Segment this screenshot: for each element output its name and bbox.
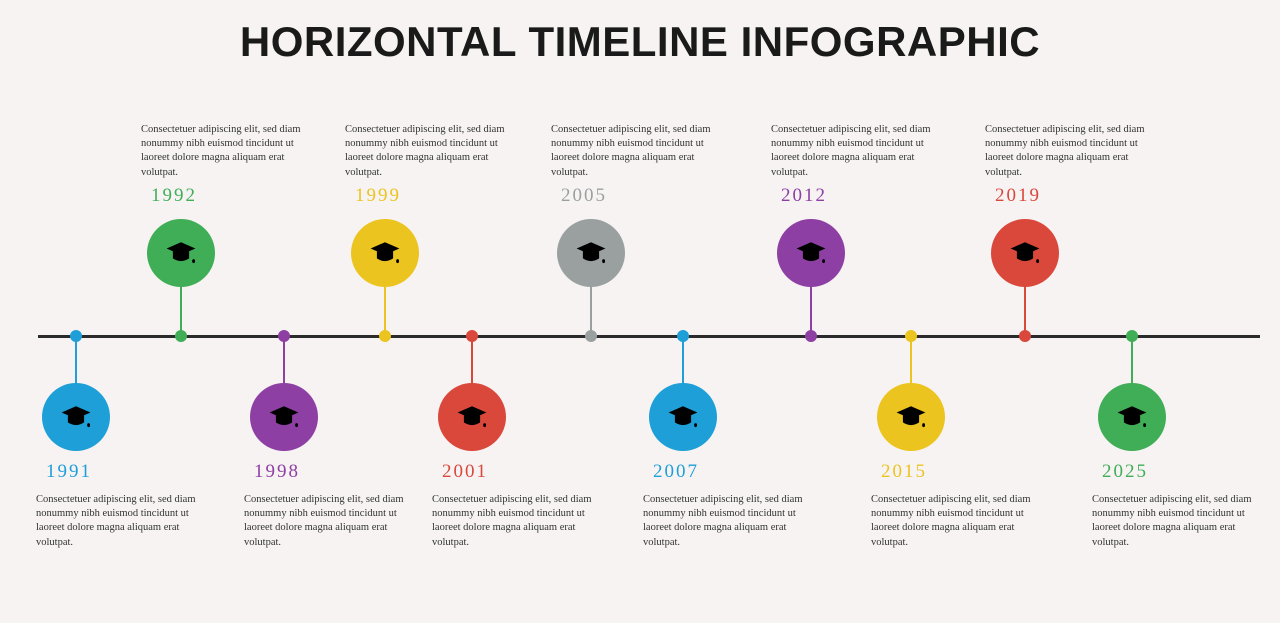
milestone-description: Consectetuer adipiscing elit, sed diam n… <box>643 493 823 550</box>
milestone-description: Consectetuer adipiscing elit, sed diam n… <box>1092 493 1272 550</box>
timeline-connector <box>1024 285 1026 335</box>
milestone-year: 2005 <box>561 185 607 207</box>
timeline-connector <box>283 335 285 385</box>
milestone-circle <box>250 383 318 451</box>
timeline-connector <box>75 335 77 385</box>
graduation-cap-icon <box>266 399 302 435</box>
milestone-year: 1999 <box>355 185 401 207</box>
milestone-circle <box>351 219 419 287</box>
page-title: HORIZONTAL TIMELINE INFOGRAPHIC <box>0 0 1280 66</box>
milestone-description: Consectetuer adipiscing elit, sed diam n… <box>345 123 525 180</box>
milestone-description: Consectetuer adipiscing elit, sed diam n… <box>771 123 951 180</box>
graduation-cap-icon <box>367 235 403 271</box>
milestone-circle <box>649 383 717 451</box>
milestone-circle <box>777 219 845 287</box>
milestone-year: 1998 <box>254 461 300 483</box>
milestone-circle <box>147 219 215 287</box>
graduation-cap-icon <box>163 235 199 271</box>
graduation-cap-icon <box>58 399 94 435</box>
timeline-axis <box>38 335 1260 338</box>
milestone-circle <box>877 383 945 451</box>
milestone-description: Consectetuer adipiscing elit, sed diam n… <box>244 493 424 550</box>
graduation-cap-icon <box>454 399 490 435</box>
timeline-connector <box>180 285 182 335</box>
timeline-connector <box>384 285 386 335</box>
milestone-year: 2007 <box>653 461 699 483</box>
graduation-cap-icon <box>665 399 701 435</box>
graduation-cap-icon <box>573 235 609 271</box>
milestone-year: 2015 <box>881 461 927 483</box>
milestone-description: Consectetuer adipiscing elit, sed diam n… <box>141 123 321 180</box>
milestone-year: 2019 <box>995 185 1041 207</box>
milestone-year: 1992 <box>151 185 197 207</box>
timeline-connector <box>910 335 912 385</box>
timeline-connector <box>1131 335 1133 385</box>
milestone-year: 2001 <box>442 461 488 483</box>
milestone-description: Consectetuer adipiscing elit, sed diam n… <box>432 493 612 550</box>
graduation-cap-icon <box>1114 399 1150 435</box>
timeline-connector <box>810 285 812 335</box>
timeline-connector <box>471 335 473 385</box>
timeline-connector <box>682 335 684 385</box>
milestone-description: Consectetuer adipiscing elit, sed diam n… <box>871 493 1051 550</box>
milestone-year: 1991 <box>46 461 92 483</box>
milestone-description: Consectetuer adipiscing elit, sed diam n… <box>551 123 731 180</box>
milestone-year: 2012 <box>781 185 827 207</box>
graduation-cap-icon <box>793 235 829 271</box>
milestone-circle <box>1098 383 1166 451</box>
milestone-year: 2025 <box>1102 461 1148 483</box>
milestone-circle <box>557 219 625 287</box>
milestone-circle <box>438 383 506 451</box>
milestone-description: Consectetuer adipiscing elit, sed diam n… <box>36 493 216 550</box>
milestone-circle <box>42 383 110 451</box>
graduation-cap-icon <box>893 399 929 435</box>
timeline-connector <box>590 285 592 335</box>
milestone-circle <box>991 219 1059 287</box>
graduation-cap-icon <box>1007 235 1043 271</box>
milestone-description: Consectetuer adipiscing elit, sed diam n… <box>985 123 1165 180</box>
